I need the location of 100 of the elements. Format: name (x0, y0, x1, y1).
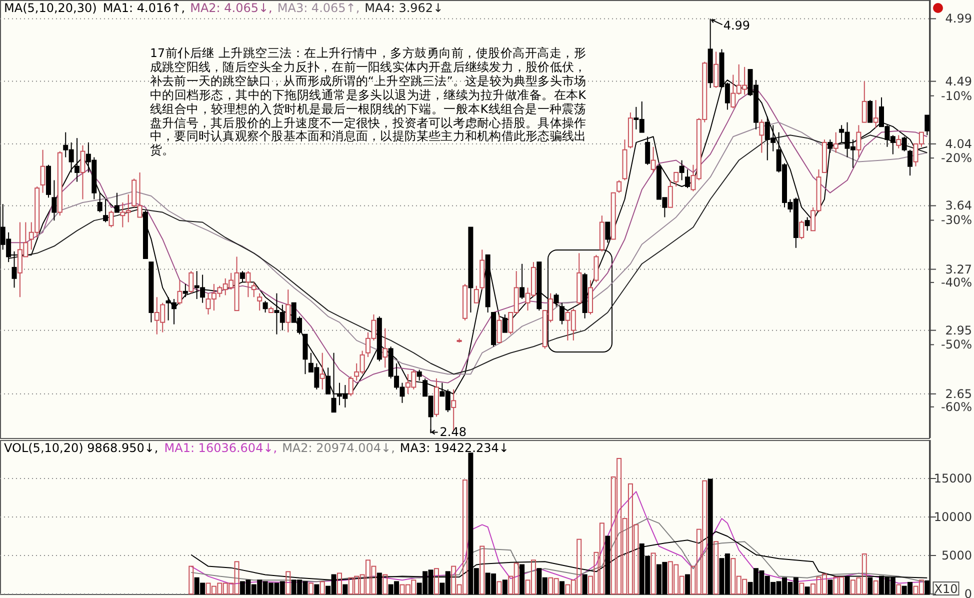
bar (480, 546, 485, 594)
candlestick (520, 263, 525, 300)
candlestick (924, 114, 930, 136)
candlestick (559, 302, 564, 325)
bar (320, 581, 325, 594)
candlestick (668, 180, 673, 208)
candlestick (114, 192, 120, 213)
legend-title: MA(5,10,20,30) (4, 1, 97, 15)
bar (924, 580, 930, 594)
candlestick (714, 51, 719, 88)
candlestick (251, 282, 256, 298)
y-tick-label: 0 (964, 587, 972, 598)
candlestick (868, 100, 873, 123)
bar (650, 552, 656, 594)
bar (286, 571, 291, 594)
candlestick (246, 270, 251, 298)
bar (496, 581, 502, 594)
y2-tick-label: -20% (940, 151, 972, 166)
text: MA2: 4.065↓, (190, 1, 272, 15)
y-tick-label: 4.04 (945, 136, 972, 151)
bar (308, 582, 314, 594)
bar (873, 580, 878, 594)
candlestick (108, 210, 114, 228)
candlestick (896, 134, 902, 149)
candlestick (188, 270, 194, 294)
candlestick (616, 180, 622, 194)
candlestick (650, 146, 656, 173)
candlestick (177, 280, 182, 306)
candlestick (320, 352, 325, 390)
candlestick (856, 124, 862, 158)
candlestick (804, 216, 810, 232)
annotation: 4.99 (723, 18, 750, 33)
y-axis-title: X10 (934, 582, 958, 596)
candlestick (902, 136, 907, 152)
candlestick (759, 118, 764, 154)
bar (896, 584, 902, 594)
y-tick-label: 15000 (934, 472, 972, 486)
candlestick (40, 149, 46, 194)
text: MA1: 4.016↑, (102, 1, 186, 15)
candlestick (605, 222, 610, 244)
candlestick (12, 250, 17, 288)
text: MA3: 19422.234↓ (400, 441, 509, 455)
bar (559, 581, 564, 594)
legend-title: VOL(5,10,20) 9868.950↓, (4, 441, 158, 455)
candlestick (908, 149, 913, 176)
y-tick-label: 4.49 (945, 74, 972, 88)
bar (314, 584, 320, 594)
candlestick (502, 314, 508, 333)
candlestick (833, 132, 838, 154)
annotation: 17前仆后继 上升跳空三法：在上升行情中，多方鼓勇向前，使股价高开高走，形成跳空阳线，随后空头全力反扑，在前一阳线实体内开盘后继续发力，股价低伏，补去前一天的跳空缺口，从而形成所谓的“上升空跳三法”。这是较为典型多头市场中的回档形态，其中的下拖阴线通常是多头以退为进，继续为拉升做准备。在本K线组合中，较理想的入货时机是最后一根阴线的下端。一般本K线组合是一种震荡盘升信号，其后股价的上升速度不一定很快，投资者可以考虑耐心捂股。具体操作中，要同时认真观察个股基本面和消息面，以提防某些主力和机构借此形态骗线出货。 (150, 46, 586, 158)
candlestick (674, 172, 679, 187)
candlestick (862, 80, 867, 123)
candlestick (594, 254, 599, 283)
bar (502, 580, 508, 594)
bar (714, 541, 719, 594)
candlestick (828, 139, 833, 154)
annotation: 2.48 (440, 425, 466, 440)
y-tick-label: 3.64 (945, 198, 972, 213)
candlestick (240, 270, 245, 283)
candlestick (382, 328, 388, 368)
candlestick (52, 180, 57, 222)
y2-tick-label: -40% (940, 275, 972, 290)
bar (804, 586, 810, 594)
bar (685, 574, 690, 594)
candlestick (554, 292, 559, 308)
y2-tick-label: -50% (940, 338, 972, 352)
y-tick-label: 3.27 (945, 262, 972, 276)
candlestick (182, 283, 188, 298)
candlestick (679, 160, 684, 181)
candlestick (286, 289, 291, 333)
candlestick (97, 192, 102, 213)
y-tick-label: 5000 (941, 548, 972, 562)
y2-tick-label: -10% (940, 88, 972, 103)
candlestick (103, 198, 108, 223)
candlestick (74, 138, 80, 182)
text: MA1: 16036.604↓, (164, 441, 278, 455)
candlestick (645, 136, 650, 166)
bar (188, 566, 194, 594)
bar (382, 574, 388, 594)
bar (799, 582, 804, 594)
candlestick (799, 220, 804, 240)
y-tick-label: 4.99 (945, 12, 972, 26)
y2-tick-label: -30% (940, 213, 972, 228)
bar (342, 584, 348, 594)
y-tick-label: 2.65 (945, 386, 972, 401)
y-tick-label: 2.95 (945, 323, 972, 338)
candlestick (474, 285, 479, 304)
candlestick (80, 144, 86, 200)
candlestick (257, 292, 262, 312)
bar (828, 580, 833, 594)
y2-tick-label: -60% (940, 400, 972, 414)
text: MA4: 3.962↓ (364, 1, 444, 15)
candlestick (873, 100, 878, 128)
candlestick (496, 314, 502, 343)
y-tick-label: 10000 (934, 510, 972, 524)
candlestick (262, 300, 268, 313)
candlestick (416, 369, 422, 382)
candlestick (685, 168, 690, 189)
candlestick (348, 376, 354, 397)
bar (336, 572, 342, 594)
